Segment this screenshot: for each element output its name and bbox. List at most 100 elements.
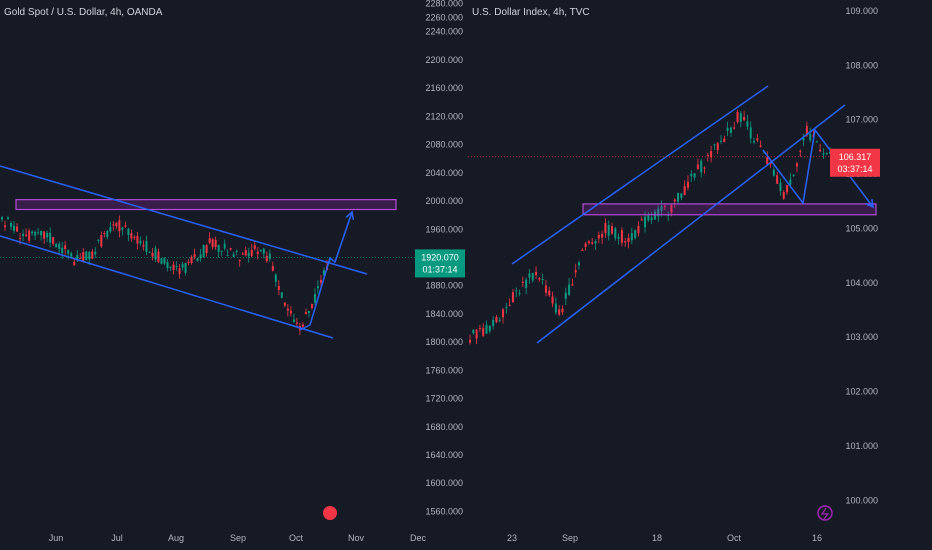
candle-body [739, 113, 742, 122]
candle-body [733, 127, 736, 129]
y-tick-label: 1640.000 [425, 450, 463, 460]
candle-body [498, 319, 501, 321]
candle-body [577, 262, 580, 266]
channel-trendline [536, 104, 846, 344]
candle-body [723, 138, 726, 143]
candle-body [492, 319, 495, 327]
candle-body [594, 241, 597, 244]
countdown-label: 01:37:14 [422, 264, 457, 274]
candle-body [220, 250, 223, 252]
candle-body [657, 208, 660, 217]
candle-body [627, 237, 630, 243]
candle-body [511, 292, 514, 303]
y-tick-label: 1600.000 [425, 478, 463, 488]
candle-body [25, 234, 28, 236]
candle-body [217, 244, 220, 252]
candle-body [535, 272, 538, 276]
candle-body [478, 328, 481, 330]
y-tick-label: 2280.000 [425, 0, 463, 9]
candle-body [700, 160, 703, 173]
candle-body [799, 150, 802, 152]
candle-body [175, 266, 178, 268]
candle-body [819, 149, 822, 152]
candle-body [139, 240, 142, 244]
x-tick-label: Sep [562, 533, 578, 543]
candle-body [67, 250, 70, 254]
candle-body [584, 243, 587, 248]
current-price-label: 106.317 [839, 152, 872, 162]
x-tick-label: Sep [230, 533, 246, 543]
candle-body [163, 257, 166, 264]
candle-body [554, 303, 557, 313]
candle-body [640, 219, 643, 221]
candle-body [624, 241, 627, 243]
candle-body [637, 225, 640, 234]
candle-body [505, 307, 508, 309]
candle-body [190, 256, 193, 264]
candle-body [19, 237, 22, 239]
candle-body [304, 312, 307, 315]
candle-body [680, 193, 683, 199]
x-tick-label: Nov [348, 533, 365, 543]
candle-body [193, 254, 196, 258]
candle-body [795, 163, 798, 167]
y-tick-label: 1760.000 [425, 365, 463, 375]
candle-body [10, 223, 13, 227]
candle-body [178, 268, 181, 274]
candle-body [604, 222, 607, 234]
candle-body [244, 250, 247, 256]
candle-body [756, 138, 759, 141]
candle-body [91, 251, 94, 259]
candle-body [564, 292, 567, 299]
candle-body [693, 173, 696, 178]
candle-body [653, 211, 656, 220]
candle-body [776, 175, 779, 184]
candle-body [34, 232, 37, 236]
y-tick-label: 2120.000 [425, 111, 463, 121]
candle-body [548, 290, 551, 296]
candle-body [121, 227, 124, 230]
candle-body [574, 270, 577, 273]
candle-body [703, 167, 706, 169]
candle-body [544, 285, 547, 293]
candle-body [706, 154, 709, 156]
candle-body [779, 182, 782, 192]
candle-body [145, 240, 148, 252]
candle-body [677, 193, 680, 202]
x-tick-label: 16 [812, 533, 822, 543]
candle-body [475, 329, 478, 339]
candle-body [531, 272, 534, 281]
candle-body [37, 232, 40, 234]
channel-trendline [0, 235, 334, 339]
candle-body [13, 225, 16, 231]
candle-body [482, 328, 485, 336]
y-tick-label: 105.000 [845, 223, 878, 233]
candle-body [568, 284, 571, 295]
candle-body [521, 281, 524, 283]
candle-body [322, 270, 325, 276]
candle-body [690, 173, 693, 177]
x-tick-label: Jun [49, 533, 64, 543]
candle-body [515, 290, 518, 292]
candle-body [571, 284, 574, 286]
candle-body [70, 253, 73, 257]
y-tick-label: 1680.000 [425, 422, 463, 432]
candle-body [469, 339, 471, 343]
candle-body [620, 230, 623, 243]
candle-body [277, 285, 280, 290]
x-tick-label: Jul [111, 533, 123, 543]
event-flag-icon [323, 506, 337, 520]
y-tick-label: 103.000 [845, 332, 878, 342]
x-tick-label: 23 [507, 533, 517, 543]
candle-body [495, 316, 498, 323]
y-tick-label: 2080.000 [425, 140, 463, 150]
candle-body [713, 144, 716, 146]
candle-body [686, 181, 689, 188]
candle-body [160, 258, 163, 264]
candle-body [607, 224, 610, 236]
countdown-label: 03:37:14 [837, 164, 872, 174]
candle-body [46, 232, 49, 238]
candle-body [307, 311, 310, 313]
candle-body [802, 138, 805, 141]
